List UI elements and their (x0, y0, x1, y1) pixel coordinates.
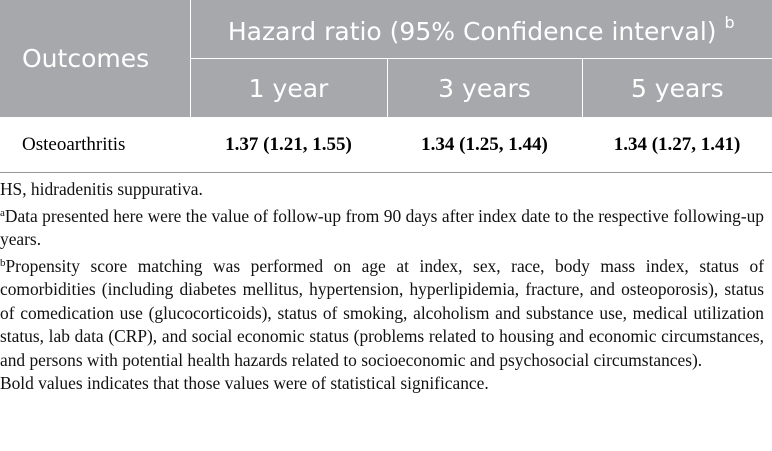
header-period: 1 year (189, 58, 388, 118)
footnote: HS, hidradenitis suppurativa. (0, 179, 203, 199)
header-outcomes: Outcomes (0, 0, 191, 118)
header-hazard-ratio: Hazard ratio (95% Confidence interval) b (189, 0, 772, 59)
footnote-mark: b (0, 256, 6, 269)
footnote: aData presented here were the value of f… (0, 202, 764, 252)
header-period: 5 years (581, 58, 772, 118)
footnote: Bold values indicates that those values … (0, 373, 489, 393)
footnote-ref: b (724, 12, 735, 32)
cell: 1.34 (1.25, 1.44) (387, 117, 582, 173)
footnotes: HS, hidradenitis suppurativa. aData pres… (0, 178, 764, 396)
row-label: Osteoarthritis (0, 117, 190, 173)
footnote: bPropensity score matching was performed… (0, 252, 764, 373)
footnote-mark: a (0, 206, 5, 219)
footnote-text: Data presented here were the value of fo… (0, 205, 764, 250)
header-text: Hazard ratio (95% Confidence interval) (227, 16, 717, 46)
cell: 1.34 (1.27, 1.41) (582, 117, 772, 173)
header-period: 3 years (386, 58, 583, 118)
cell: 1.37 (1.21, 1.55) (190, 117, 387, 173)
results-table: Outcomes Hazard ratio (95% Confidence in… (0, 0, 772, 173)
footnote-text: Propensity score matching was performed … (0, 255, 764, 370)
